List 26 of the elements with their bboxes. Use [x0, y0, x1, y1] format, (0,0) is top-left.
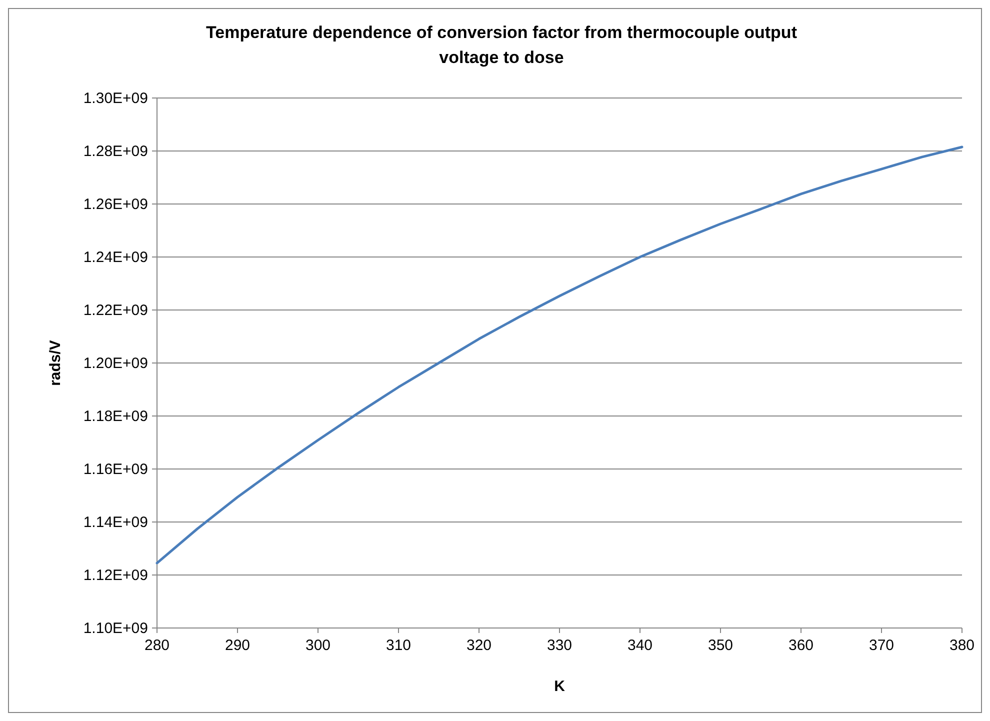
x-axis-title: K [554, 678, 566, 695]
x-tick-label: 320 [466, 637, 492, 654]
y-tick-label: 1.10E+09 [83, 620, 148, 637]
y-tick-label: 1.16E+09 [83, 461, 148, 478]
y-axis-title: rads/V [47, 340, 64, 386]
y-tick-label: 1.26E+09 [83, 196, 148, 213]
x-tick-label: 290 [224, 637, 250, 654]
x-tick-label: 340 [627, 637, 653, 654]
y-tick-label: 1.30E+09 [83, 90, 148, 107]
line-series [156, 146, 964, 564]
chart-title: Temperature dependence of conversion factor from thermocouple output voltage to dose [206, 23, 798, 67]
x-tick-label: 350 [708, 637, 734, 654]
y-tick-label: 1.18E+09 [83, 408, 148, 425]
y-tick-label: 1.20E+09 [83, 355, 148, 372]
y-tick-label: 1.12E+09 [83, 567, 148, 584]
x-tick-label: 330 [546, 637, 572, 654]
y-tick-label: 1.24E+09 [83, 249, 148, 266]
x-tick-label: 380 [949, 637, 975, 654]
x-tick-label: 300 [305, 637, 331, 654]
y-tick-label: 1.14E+09 [83, 514, 148, 531]
x-tick-label: 310 [386, 637, 412, 654]
y-tick-label: 1.22E+09 [83, 302, 148, 319]
x-tick-label: 360 [788, 637, 814, 654]
x-tick-label: 370 [868, 637, 894, 654]
x-tick-label: 280 [144, 637, 170, 654]
y-tick-label: 1.28E+09 [83, 143, 148, 160]
